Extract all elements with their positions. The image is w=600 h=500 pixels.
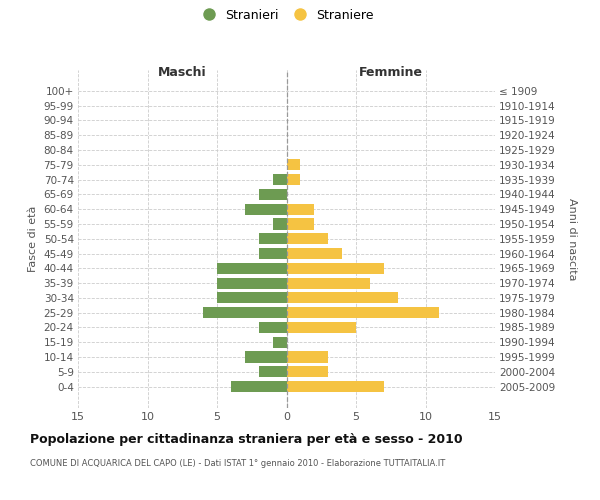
Y-axis label: Anni di nascita: Anni di nascita bbox=[567, 198, 577, 280]
Legend: Stranieri, Straniere: Stranieri, Straniere bbox=[200, 6, 376, 24]
Bar bbox=[245, 204, 287, 214]
Bar bbox=[287, 322, 356, 333]
Bar bbox=[287, 307, 439, 318]
Bar bbox=[287, 218, 314, 230]
Bar bbox=[259, 233, 287, 244]
Bar bbox=[272, 336, 287, 348]
Bar bbox=[287, 366, 328, 378]
Bar bbox=[259, 322, 287, 333]
Bar bbox=[287, 263, 384, 274]
Bar bbox=[272, 218, 287, 230]
Bar bbox=[217, 292, 287, 304]
Bar bbox=[272, 174, 287, 185]
Text: Popolazione per cittadinanza straniera per età e sesso - 2010: Popolazione per cittadinanza straniera p… bbox=[30, 432, 463, 446]
Bar bbox=[217, 278, 287, 288]
Bar bbox=[287, 292, 398, 304]
Bar bbox=[231, 381, 287, 392]
Bar bbox=[287, 278, 370, 288]
Bar bbox=[287, 248, 342, 259]
Bar bbox=[245, 352, 287, 362]
Bar bbox=[287, 381, 384, 392]
Text: Maschi: Maschi bbox=[158, 66, 206, 79]
Bar bbox=[259, 189, 287, 200]
Bar bbox=[259, 366, 287, 378]
Y-axis label: Fasce di età: Fasce di età bbox=[28, 206, 38, 272]
Bar bbox=[287, 174, 301, 185]
Bar bbox=[203, 307, 287, 318]
Text: Femmine: Femmine bbox=[359, 66, 423, 79]
Bar bbox=[287, 352, 328, 362]
Bar bbox=[259, 248, 287, 259]
Text: COMUNE DI ACQUARICA DEL CAPO (LE) - Dati ISTAT 1° gennaio 2010 - Elaborazione TU: COMUNE DI ACQUARICA DEL CAPO (LE) - Dati… bbox=[30, 459, 445, 468]
Bar bbox=[287, 160, 301, 170]
Bar bbox=[217, 263, 287, 274]
Bar bbox=[287, 204, 314, 214]
Bar bbox=[287, 233, 328, 244]
